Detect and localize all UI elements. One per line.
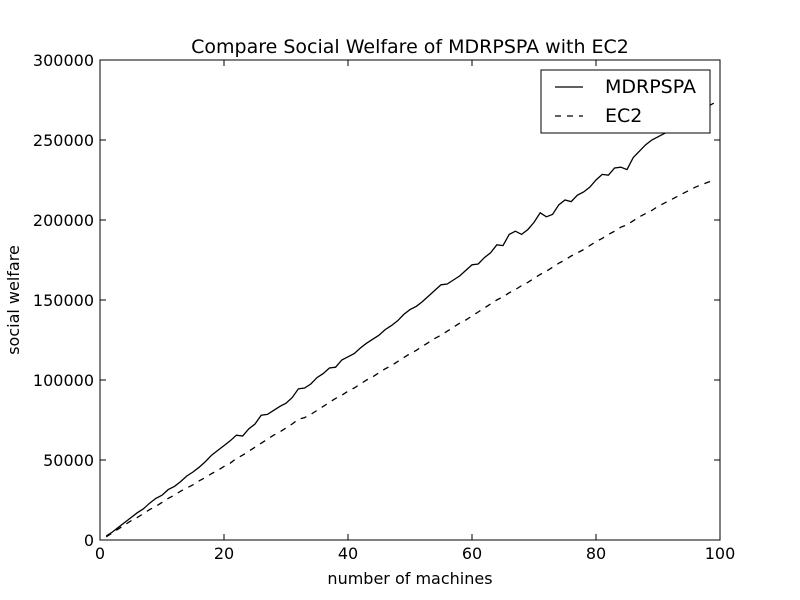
x-axis: 0 20 40 60 80 100 <box>95 60 735 563</box>
y-tick-label: 100000 <box>33 371 94 390</box>
y-axis: 0 50000 100000 150000 200000 250000 300000 <box>33 51 720 550</box>
y-tick-label: 300000 <box>33 51 94 70</box>
legend-label-ec2: EC2 <box>605 105 642 127</box>
y-tick-label: 200000 <box>33 211 94 230</box>
plot-area: 0 20 40 60 80 100 0 50000 100000 150000 200000 250… <box>33 51 735 563</box>
x-tick-label: 80 <box>586 544 606 563</box>
series-lines <box>105 102 715 538</box>
x-tick-label: 20 <box>214 544 234 563</box>
x-tick-label: 0 <box>95 544 105 563</box>
y-tick-label: 150000 <box>33 291 94 310</box>
series-line-mdrpspa <box>105 102 715 537</box>
x-tick-label: 40 <box>338 544 358 563</box>
y-tick-label: 50000 <box>43 451 94 470</box>
legend-box <box>540 69 711 134</box>
series-line-ec2 <box>105 179 715 538</box>
x-axis-label: number of machines <box>327 569 492 588</box>
y-tick-label: 250000 <box>33 131 94 150</box>
x-tick-label: 60 <box>462 544 482 563</box>
legend: MDRPSPA EC2 <box>540 69 711 134</box>
y-axis-label: social welfare <box>4 245 23 355</box>
legend-label-mdrpspa: MDRPSPA <box>605 76 696 98</box>
y-tick-label: 0 <box>84 531 94 550</box>
x-tick-label: 100 <box>705 544 736 563</box>
chart-title: Compare Social Welfare of MDRPSPA with E… <box>191 36 629 58</box>
